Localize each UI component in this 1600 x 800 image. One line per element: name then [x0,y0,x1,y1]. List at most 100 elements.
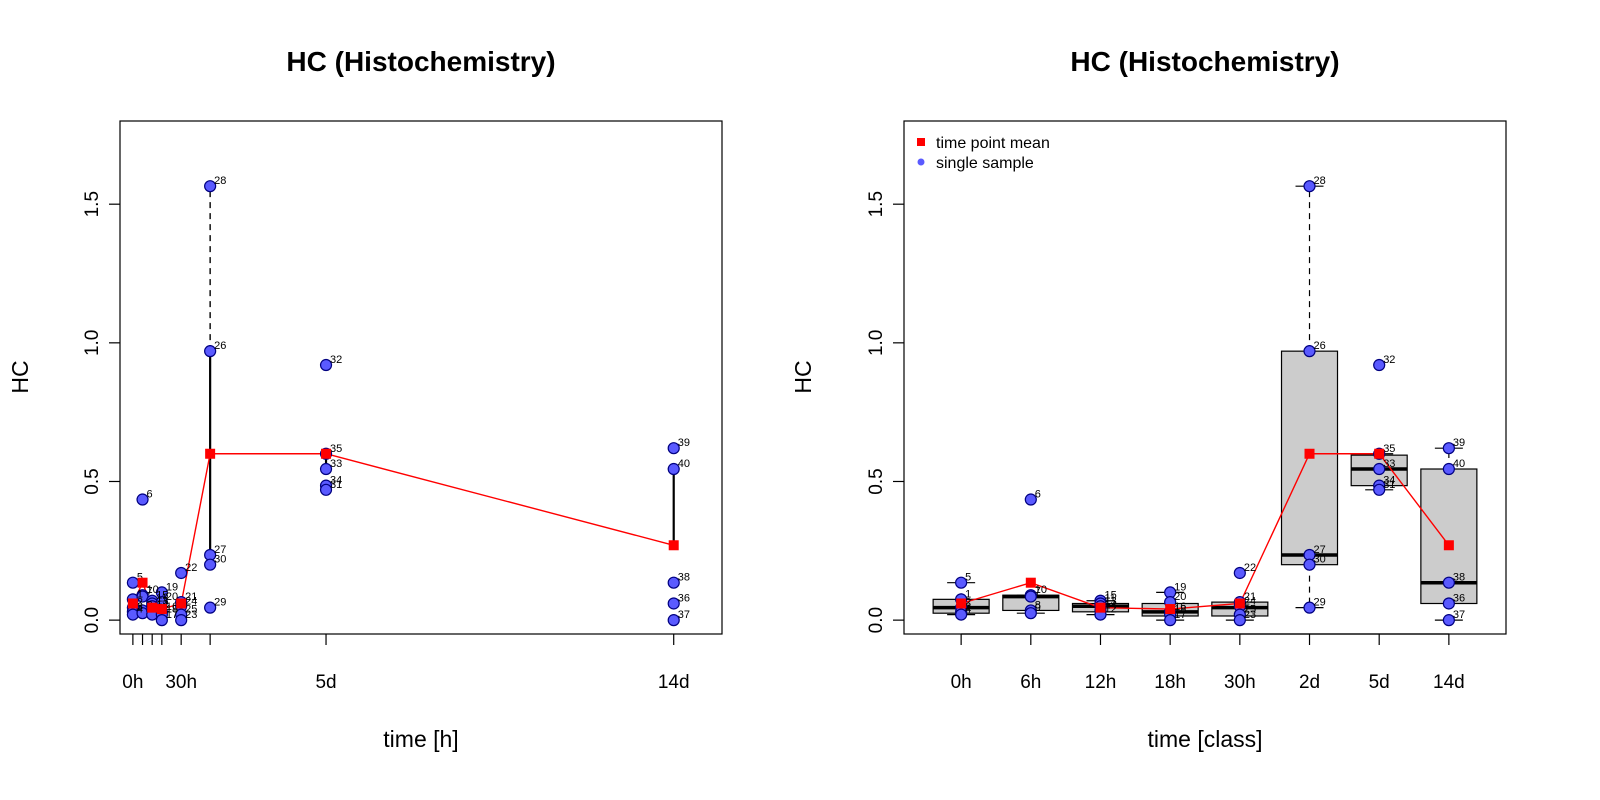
box-panel: HC (Histochemistry) time [class] HC 0h 6h… [790,46,1507,752]
x-tick-label: 18h [1154,672,1186,693]
sample-point [1442,442,1455,455]
x-tick-label: 14d [1433,672,1465,693]
left-plot-marks: 0h30h5d14d0.00.51.01.5512346107891511131… [82,175,690,693]
sample-label: 38 [1453,572,1465,584]
sample-label: 39 [1453,437,1465,449]
sample-label: 16 [1174,601,1186,613]
sample-label: 31 [1383,479,1395,491]
sample-point [1442,614,1455,627]
sample-point [175,614,188,627]
sample-point [1233,614,1246,627]
sample-label: 15 [156,590,168,602]
sample-point [1303,180,1316,193]
sample-label: 17 [166,609,178,621]
sample-label: 11 [156,592,167,604]
sample-label: 7 [1035,586,1041,598]
mean-marker [1374,448,1385,459]
right-plot-marks: 0h 6h 12h 18h 30h 2d 5d 14d0.00.51.01.551234610… [866,175,1478,693]
mean-marker [1234,598,1245,609]
sample-label: 13 [1104,595,1116,607]
sample-label: 17 [1174,609,1186,621]
sample-point [955,608,968,621]
mean-marker [668,540,679,551]
x-tick-label: 5d [315,672,336,693]
sample-point [204,558,217,571]
left-y-axis-label: HC [7,360,33,393]
sample-point [1303,558,1316,571]
right-y-axis-label: HC [790,360,816,393]
x-tick-label: 2d [1299,672,1320,693]
sample-label: 28 [1314,175,1326,187]
sample-label: 34 [1383,475,1395,487]
right-x-axis-label: time [class] [1147,726,1262,752]
mean-marker [956,598,967,609]
sample-label: 29 [214,597,226,609]
sample-point [1164,614,1177,627]
sample-point [1024,493,1037,506]
sample-label: 26 [1314,340,1326,352]
sample-label: 38 [678,572,690,584]
x-tick-label: 12h [1085,672,1117,693]
sample-label: 35 [330,443,342,455]
mean-marker [1025,577,1036,588]
sample-label: 14 [1104,599,1116,611]
sample-label: 33 [1383,458,1395,470]
sample-label: 7 [147,586,153,598]
sample-label: 32 [1383,354,1395,366]
sample-point [1373,358,1386,372]
sample-label: 25 [185,604,197,616]
sample-point [667,576,680,589]
sample-label: 24 [1244,595,1256,607]
sample-label: 26 [214,340,226,352]
sample-point [204,180,217,193]
sample-point [667,597,680,610]
sample-label: 23 [1244,609,1256,621]
right-plot-frame [903,120,1507,635]
sample-label: 2 [965,597,971,609]
sample-label: 18 [1174,604,1186,616]
legend: time point mean single sample [917,135,1050,172]
sample-label: 3 [965,601,971,613]
sample-point [667,614,680,627]
sample-point [319,358,333,372]
sample-point [136,493,149,506]
sample-point [204,345,217,358]
legend-sample-dot [917,158,925,166]
x-tick-label: 0h [122,672,143,693]
sample-label: 5 [965,572,971,584]
sample-point [1373,462,1386,476]
sample-point [1442,576,1455,589]
y-tick-label: 1.0 [866,330,887,356]
sample-label: 36 [1453,592,1465,604]
y-tick-label: 0.5 [82,468,103,494]
y-tick-label: 1.5 [82,191,103,217]
sample-label: 15 [1104,590,1116,602]
left-chart-title: HC (Histochemistry) [286,46,555,77]
mean-marker [147,602,158,613]
sample-label: 22 [1244,562,1256,574]
sample-label: 30 [214,554,226,566]
mean-marker [1304,448,1315,459]
sample-label: 24 [185,595,197,607]
sample-label: 3 [137,601,143,613]
sample-label: 39 [678,437,690,449]
sample-point [319,462,333,476]
sample-label: 22 [185,562,197,574]
sample-label: 40 [1453,458,1465,470]
mean-marker [1095,602,1106,613]
sample-label: 10 [147,584,159,596]
sample-point [1442,462,1455,476]
sample-label: 2 [137,597,143,609]
sample-label: 16 [166,601,178,613]
sample-point [1303,601,1316,614]
x-tick-label: 30h [165,672,197,693]
sample-label: 20 [166,591,178,603]
scatter-panel: HC (Histochemistry) time [h] HC 0h 30h 5d 1… [7,46,723,752]
sample-label: 37 [678,609,690,621]
sample-label: 37 [1453,609,1465,621]
sample-point [667,462,680,476]
sample-label: 19 [166,581,178,593]
sample-label: 19 [1174,581,1186,593]
sample-label: 4 [965,604,971,616]
x-tick-label: 14d [658,672,690,693]
